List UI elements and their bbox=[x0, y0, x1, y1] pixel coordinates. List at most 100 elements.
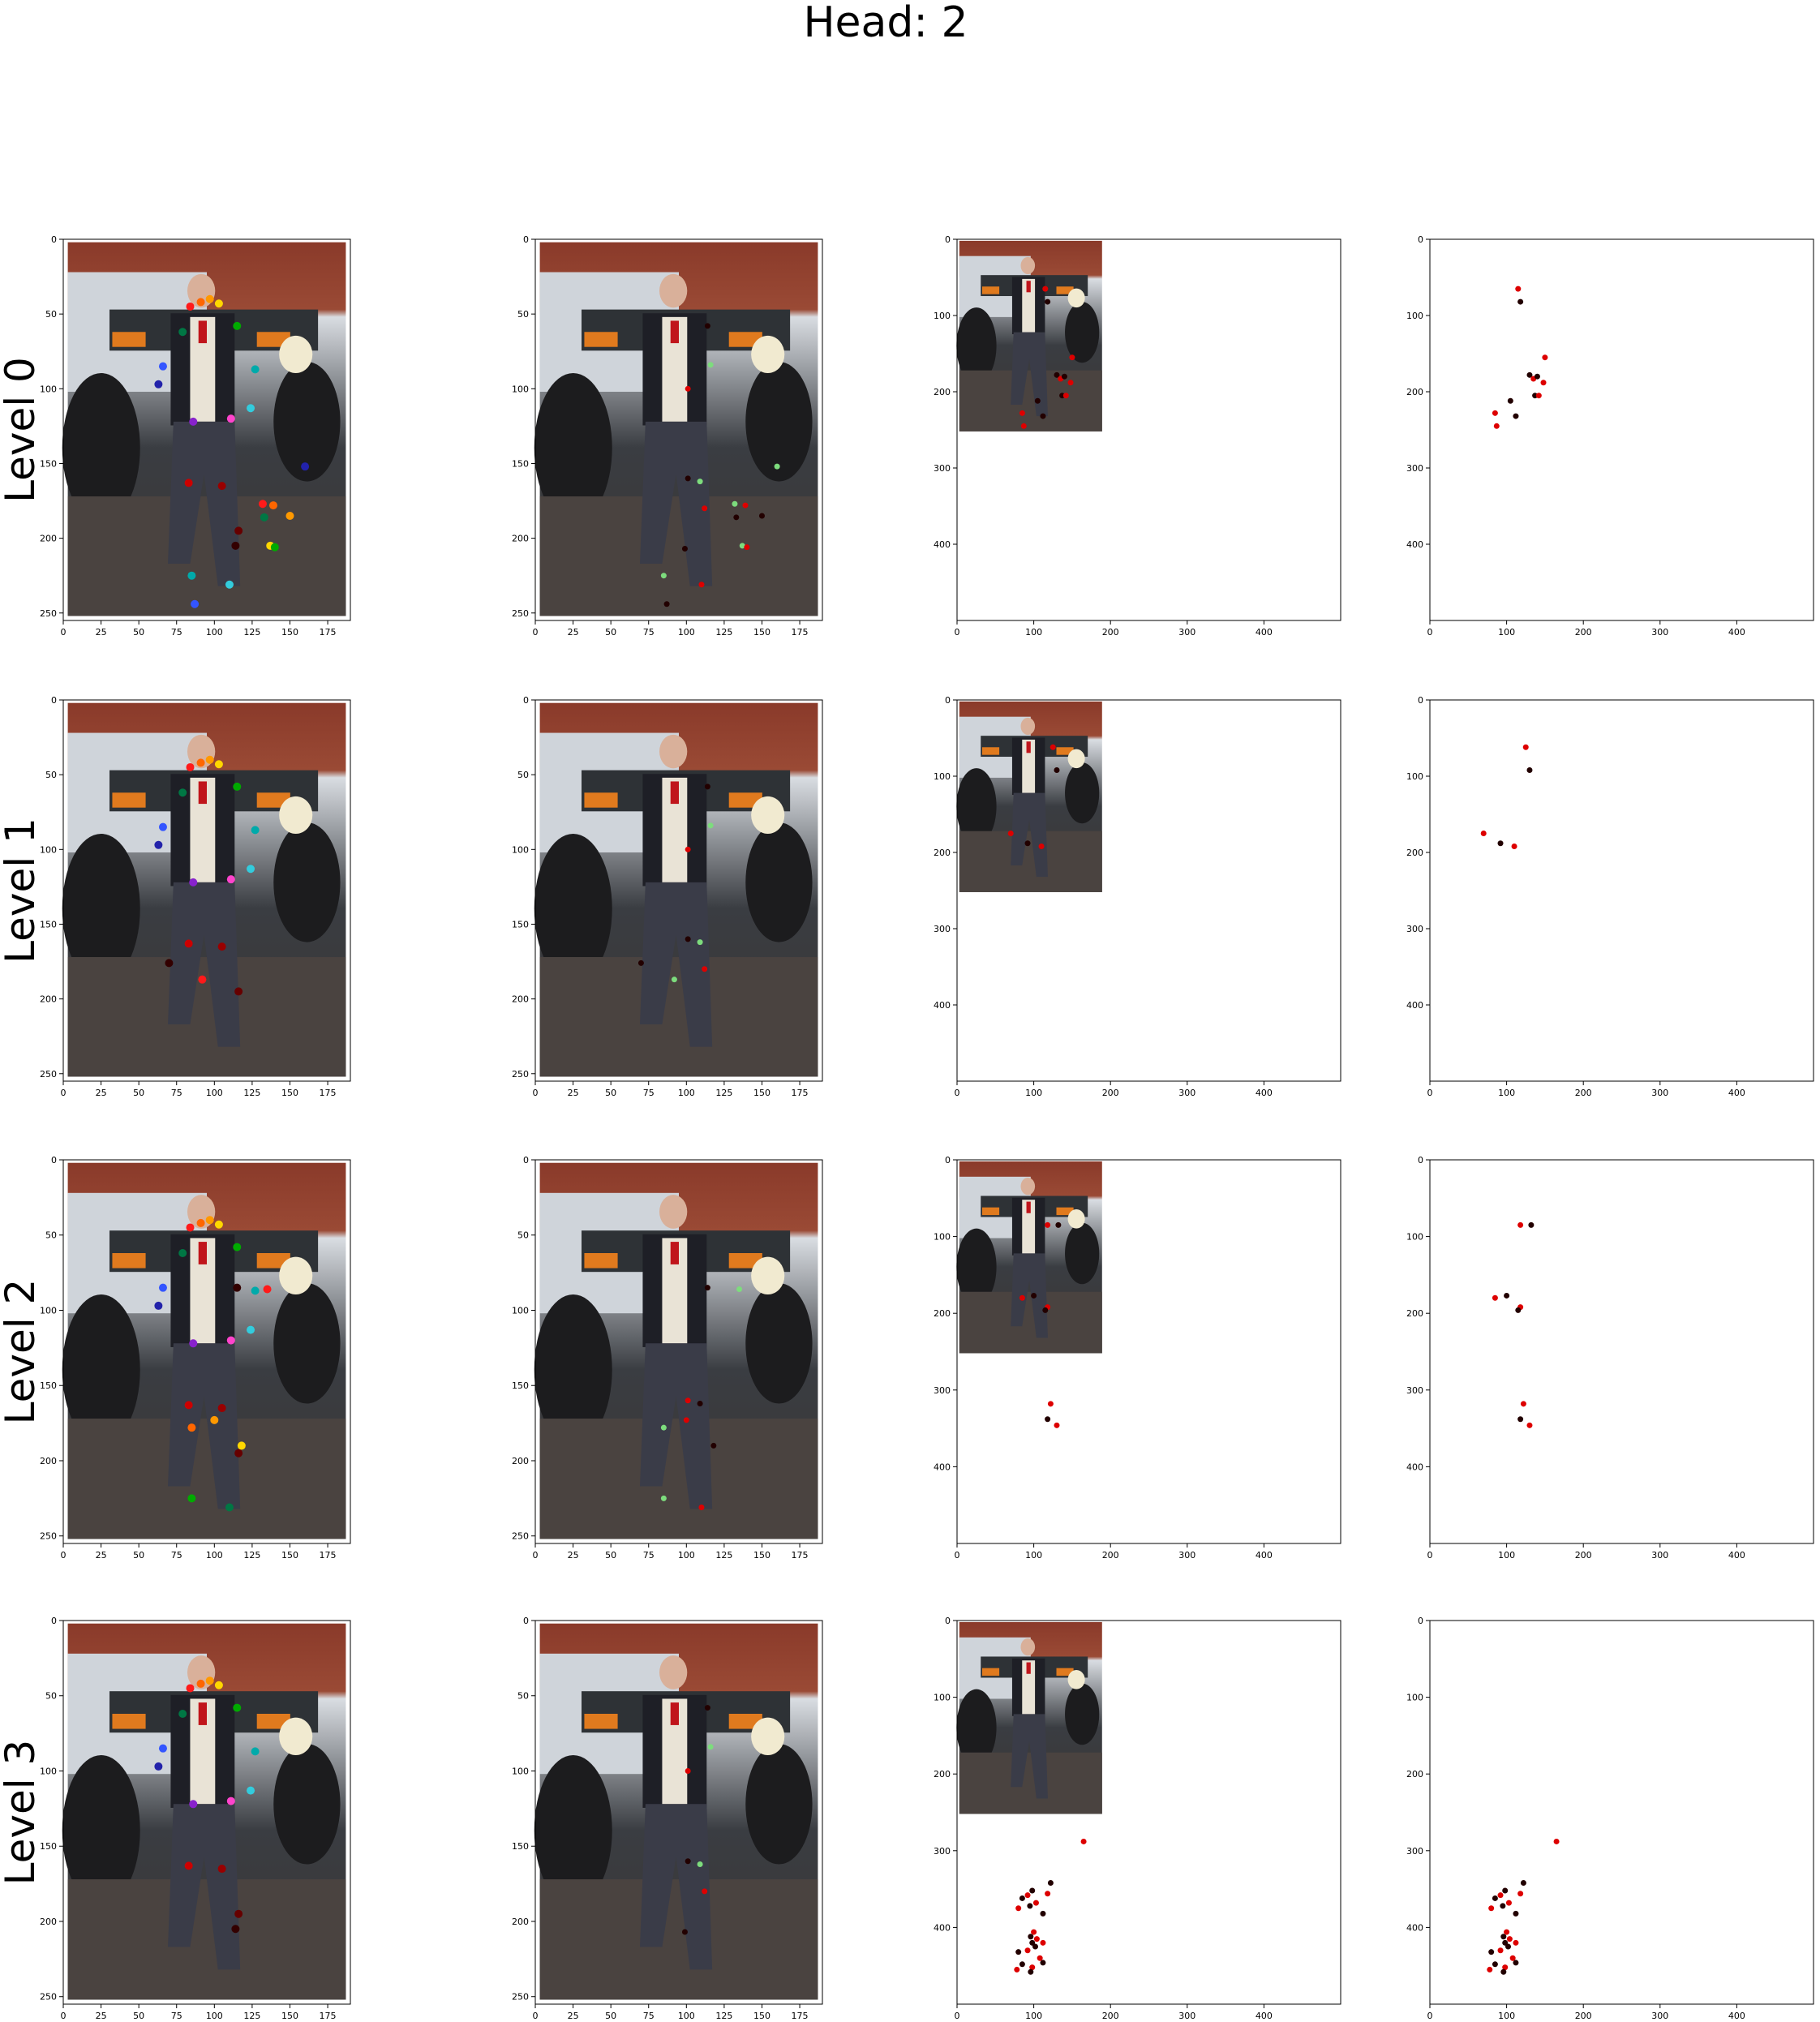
truck-tyre-left bbox=[62, 833, 140, 984]
data-point bbox=[1500, 1903, 1506, 1909]
y-tick-label: 0 bbox=[945, 1155, 951, 1166]
x-tick-label: 100 bbox=[678, 1088, 695, 1098]
data-point bbox=[663, 601, 670, 607]
x-tick-label: 50 bbox=[133, 1088, 144, 1098]
truck-tyre-left bbox=[534, 833, 612, 984]
data-point bbox=[233, 1283, 242, 1292]
person-tie bbox=[1026, 281, 1031, 293]
x-tick-label: 175 bbox=[320, 627, 337, 638]
x-tick-label: 0 bbox=[1427, 1088, 1433, 1098]
x-tick-label: 100 bbox=[1025, 627, 1042, 638]
y-tick-label: 300 bbox=[1406, 463, 1423, 474]
truck-light-right bbox=[256, 332, 290, 347]
truck-light-right bbox=[728, 332, 762, 347]
x-tick-label: 100 bbox=[206, 627, 223, 638]
truck-light-left bbox=[112, 1714, 146, 1729]
x-tick-label: 50 bbox=[133, 2011, 144, 2021]
data-point bbox=[702, 966, 708, 972]
data-point bbox=[1054, 766, 1060, 773]
y-tick-label: 0 bbox=[1418, 695, 1423, 706]
data-point bbox=[1027, 1903, 1033, 1909]
data-point bbox=[184, 1401, 193, 1410]
truck-light-left bbox=[981, 747, 1000, 755]
figure-title: Head: 2 bbox=[803, 0, 968, 47]
data-point bbox=[1032, 1900, 1039, 1906]
truck-tyre-left bbox=[62, 1755, 140, 1906]
person-waistcoat bbox=[1022, 739, 1036, 793]
x-tick-label: 75 bbox=[171, 627, 182, 638]
y-tick-label: 400 bbox=[934, 1922, 951, 1933]
data-point bbox=[217, 1865, 226, 1874]
data-point bbox=[191, 599, 200, 608]
person-tie bbox=[198, 320, 207, 344]
data-point bbox=[1515, 285, 1522, 292]
data-point bbox=[1517, 298, 1524, 305]
y-tick-label: 150 bbox=[40, 919, 57, 929]
data-point bbox=[1031, 1929, 1037, 1935]
data-point bbox=[707, 822, 714, 829]
data-point bbox=[1045, 298, 1051, 305]
x-tick-label: 150 bbox=[281, 1088, 298, 1098]
axes-frame bbox=[1429, 1159, 1814, 1544]
data-point bbox=[1492, 1961, 1498, 1968]
y-tick-label: 250 bbox=[40, 1069, 57, 1080]
x-tick-label: 200 bbox=[1102, 2011, 1119, 2021]
data-point bbox=[233, 321, 242, 330]
flower-bouquet bbox=[1067, 288, 1085, 308]
data-point bbox=[702, 1888, 708, 1895]
data-point bbox=[196, 758, 205, 767]
data-point bbox=[178, 788, 187, 797]
x-tick-label: 200 bbox=[1575, 627, 1592, 638]
axes-frame bbox=[62, 699, 351, 1082]
x-tick-label: 150 bbox=[281, 2011, 298, 2021]
road bbox=[67, 1419, 346, 1539]
data-point bbox=[158, 1283, 167, 1292]
y-tick-label: 200 bbox=[1406, 1769, 1423, 1779]
data-point bbox=[1034, 397, 1041, 404]
x-tick-label: 0 bbox=[1427, 1550, 1433, 1561]
x-tick-label: 175 bbox=[792, 627, 809, 638]
truck-light-right bbox=[728, 792, 762, 808]
x-tick-label: 100 bbox=[206, 2011, 223, 2021]
y-tick-label: 50 bbox=[517, 309, 529, 320]
data-point bbox=[758, 513, 765, 519]
y-tick-label: 100 bbox=[40, 1766, 57, 1776]
data-point bbox=[1062, 393, 1069, 399]
person-trousers bbox=[168, 882, 241, 1047]
truck-tyre-right bbox=[745, 822, 813, 942]
truck-light-right bbox=[1056, 1668, 1074, 1676]
data-point bbox=[165, 959, 174, 968]
axes-frame bbox=[534, 699, 823, 1082]
data-point bbox=[1504, 1929, 1510, 1935]
y-tick-label: 250 bbox=[40, 1531, 57, 1542]
flower-bouquet bbox=[279, 1256, 313, 1295]
x-tick-label: 175 bbox=[792, 1088, 809, 1098]
data-point bbox=[1502, 1887, 1509, 1894]
truck-light-left bbox=[112, 332, 146, 347]
data-point bbox=[660, 1424, 667, 1431]
truck-light-right bbox=[1056, 1207, 1074, 1216]
y-tick-label: 0 bbox=[51, 1616, 57, 1626]
data-point bbox=[1487, 1966, 1493, 1973]
data-point bbox=[234, 987, 243, 996]
y-tick-label: 0 bbox=[945, 1616, 951, 1626]
data-point bbox=[1015, 1905, 1022, 1912]
y-tick-label: 200 bbox=[40, 1917, 57, 1927]
flower-bouquet bbox=[751, 1717, 785, 1756]
x-tick-label: 150 bbox=[281, 1550, 298, 1561]
data-point bbox=[1488, 1905, 1495, 1912]
data-point bbox=[158, 1744, 167, 1753]
data-point bbox=[158, 822, 167, 831]
data-point bbox=[1031, 1292, 1037, 1299]
x-tick-label: 25 bbox=[568, 1088, 579, 1098]
flower-bouquet bbox=[279, 1717, 313, 1756]
x-tick-label: 75 bbox=[643, 2011, 655, 2021]
data-point bbox=[1040, 413, 1046, 419]
person-tie bbox=[670, 320, 679, 344]
y-tick-label: 0 bbox=[1418, 234, 1423, 245]
x-tick-label: 400 bbox=[1256, 627, 1273, 638]
x-tick-label: 100 bbox=[206, 1550, 223, 1561]
data-point bbox=[685, 1397, 691, 1404]
truck-tyre-right bbox=[1065, 762, 1100, 824]
data-point bbox=[637, 959, 644, 966]
